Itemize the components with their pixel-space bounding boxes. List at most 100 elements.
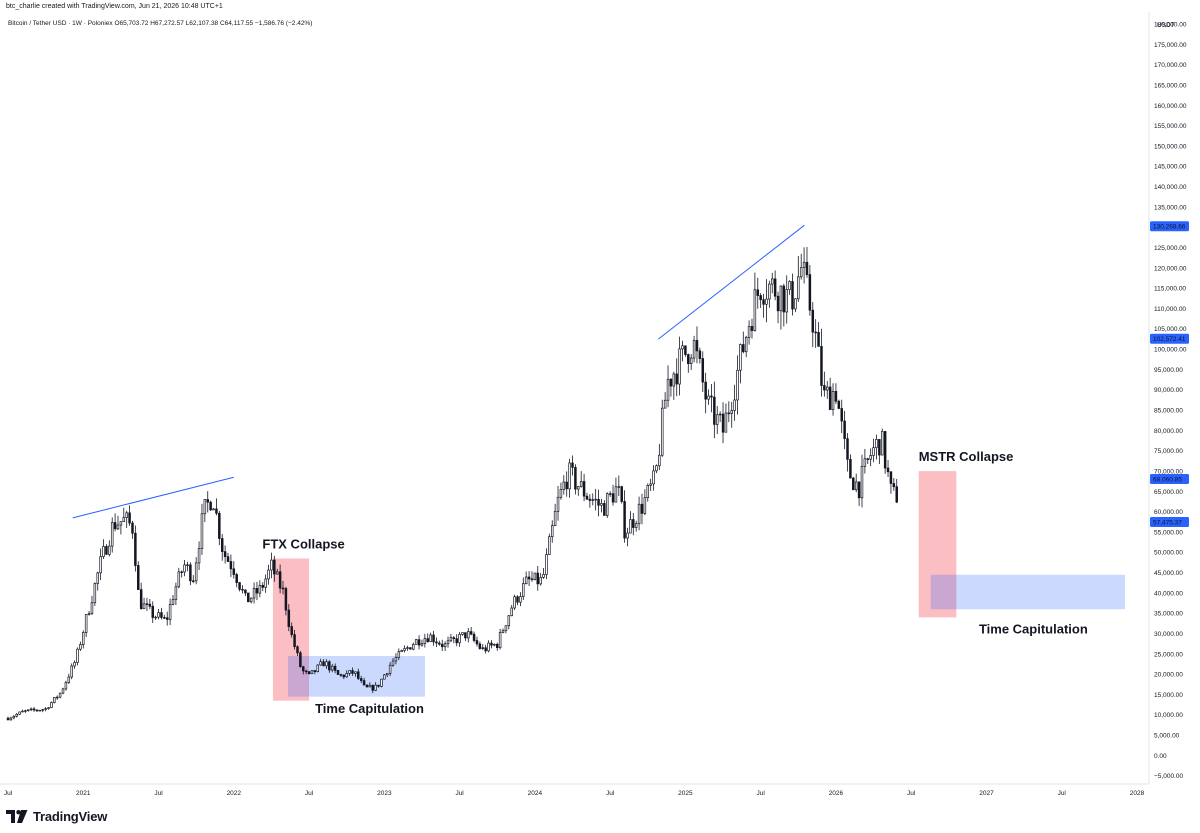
candle-body [41, 709, 44, 711]
candle-body [747, 326, 751, 338]
y-tick-label: 120,000.00 [1154, 265, 1187, 272]
plot-area[interactable] [0, 12, 1148, 784]
price-axis[interactable]: USDT 180,000.00 175,000.00 170,000.00 165,0… [1154, 21, 1187, 780]
candle-body [55, 696, 59, 699]
candle-body [715, 414, 719, 425]
candle-body [200, 513, 204, 549]
y-tick-label: 105,000.00 [1154, 326, 1187, 333]
y-tick-label: 170,000.00 [1154, 62, 1187, 69]
candle-body [556, 496, 560, 512]
chart-annotation[interactable]: Time Capitulation [979, 622, 1088, 637]
candle-body [542, 573, 545, 578]
y-tick-label: 50,000.00 [1154, 550, 1183, 557]
candle-body [93, 583, 97, 604]
candle-body [568, 462, 571, 490]
candle-body [490, 642, 493, 646]
candle-body [58, 692, 62, 698]
candle-body [762, 299, 765, 305]
candle-body [553, 511, 557, 526]
candle-body [704, 381, 707, 400]
candle-body [487, 642, 490, 652]
candle-body [756, 289, 760, 296]
candle-body [336, 670, 340, 675]
x-tick-label: 2028 [1130, 790, 1145, 797]
candle-body [866, 458, 870, 460]
candle-body [267, 569, 270, 580]
candle-body [122, 517, 126, 522]
candle-body [307, 671, 311, 674]
candle-body [687, 354, 690, 365]
candle-body [840, 408, 843, 422]
chart-annotation[interactable]: Time Capitulation [315, 701, 424, 716]
candle-body [782, 285, 786, 313]
candle-body [823, 385, 826, 391]
chart-annotation[interactable]: FTX Collapse [262, 536, 344, 551]
candle-body [35, 709, 39, 712]
candle-body [319, 661, 322, 666]
candle-body [467, 631, 470, 639]
candle-body [660, 407, 664, 456]
candle-body [649, 483, 652, 486]
candle-body [76, 648, 79, 663]
candle-body [721, 413, 725, 433]
y-tick-label: 175,000.00 [1154, 42, 1187, 49]
candle-body [417, 639, 421, 646]
candle-body [131, 522, 134, 534]
collapse-zone[interactable] [918, 471, 957, 618]
y-tick-label: 35,000.00 [1154, 611, 1183, 618]
candle-body [394, 657, 398, 662]
candle-body [304, 670, 308, 673]
trendline[interactable] [72, 476, 234, 519]
candle-body [603, 503, 606, 516]
candle-body [513, 596, 516, 609]
candle-body [478, 643, 482, 649]
candle-body [739, 344, 742, 371]
candle-body [692, 340, 696, 359]
trendlines-layer [72, 224, 805, 519]
candle-body [750, 326, 754, 331]
candle-body [585, 495, 589, 500]
candle-body [632, 519, 635, 528]
y-tick-label: 40,000.00 [1154, 590, 1183, 597]
candle-body [643, 497, 647, 514]
candle-body [524, 576, 528, 584]
candle-body [252, 588, 256, 599]
candle-body [50, 702, 53, 709]
candle-body [310, 670, 314, 674]
capitulation-zone[interactable] [287, 656, 425, 697]
candle-body [886, 467, 890, 473]
candle-body [794, 298, 797, 310]
candle-body [220, 538, 224, 552]
y-tick-label: 5,000.00 [1154, 733, 1180, 740]
candle-body [218, 512, 221, 539]
y-tick-label: 85,000.00 [1154, 407, 1183, 414]
x-tick-label: 2023 [377, 790, 392, 797]
x-tick-label: Jul [1058, 790, 1067, 797]
x-tick-label: 2025 [678, 790, 693, 797]
y-tick-label: 165,000.00 [1154, 82, 1187, 89]
candle-body [849, 459, 852, 479]
candle-body [79, 644, 82, 650]
y-tick-label: 10,000.00 [1154, 712, 1183, 719]
candle-body [105, 546, 108, 555]
candle-body [469, 631, 473, 635]
time-axis[interactable]: Jul 2021 Jul 2022 Jul 2023 Jul 2024 Jul 2025 Jul 20… [4, 790, 1145, 797]
tradingview-logo[interactable]: TradingView [6, 806, 107, 826]
candle-body [339, 674, 343, 676]
candle-body [730, 410, 733, 414]
chart-annotation[interactable]: MSTR Collapse [919, 449, 1014, 464]
candle-body [472, 633, 476, 641]
candle-body [464, 632, 467, 639]
candle-body [588, 498, 592, 501]
candle-body [727, 412, 731, 415]
y-tick-label: 135,000.00 [1154, 204, 1187, 211]
candle-body [808, 274, 812, 311]
capitulation-zone[interactable] [930, 574, 1125, 610]
candle-body [435, 641, 438, 644]
candle-body [38, 709, 42, 712]
candle-body [151, 605, 154, 618]
x-tick-label: Jul [4, 790, 13, 797]
trendline[interactable] [657, 224, 805, 340]
candle-body [235, 574, 238, 583]
